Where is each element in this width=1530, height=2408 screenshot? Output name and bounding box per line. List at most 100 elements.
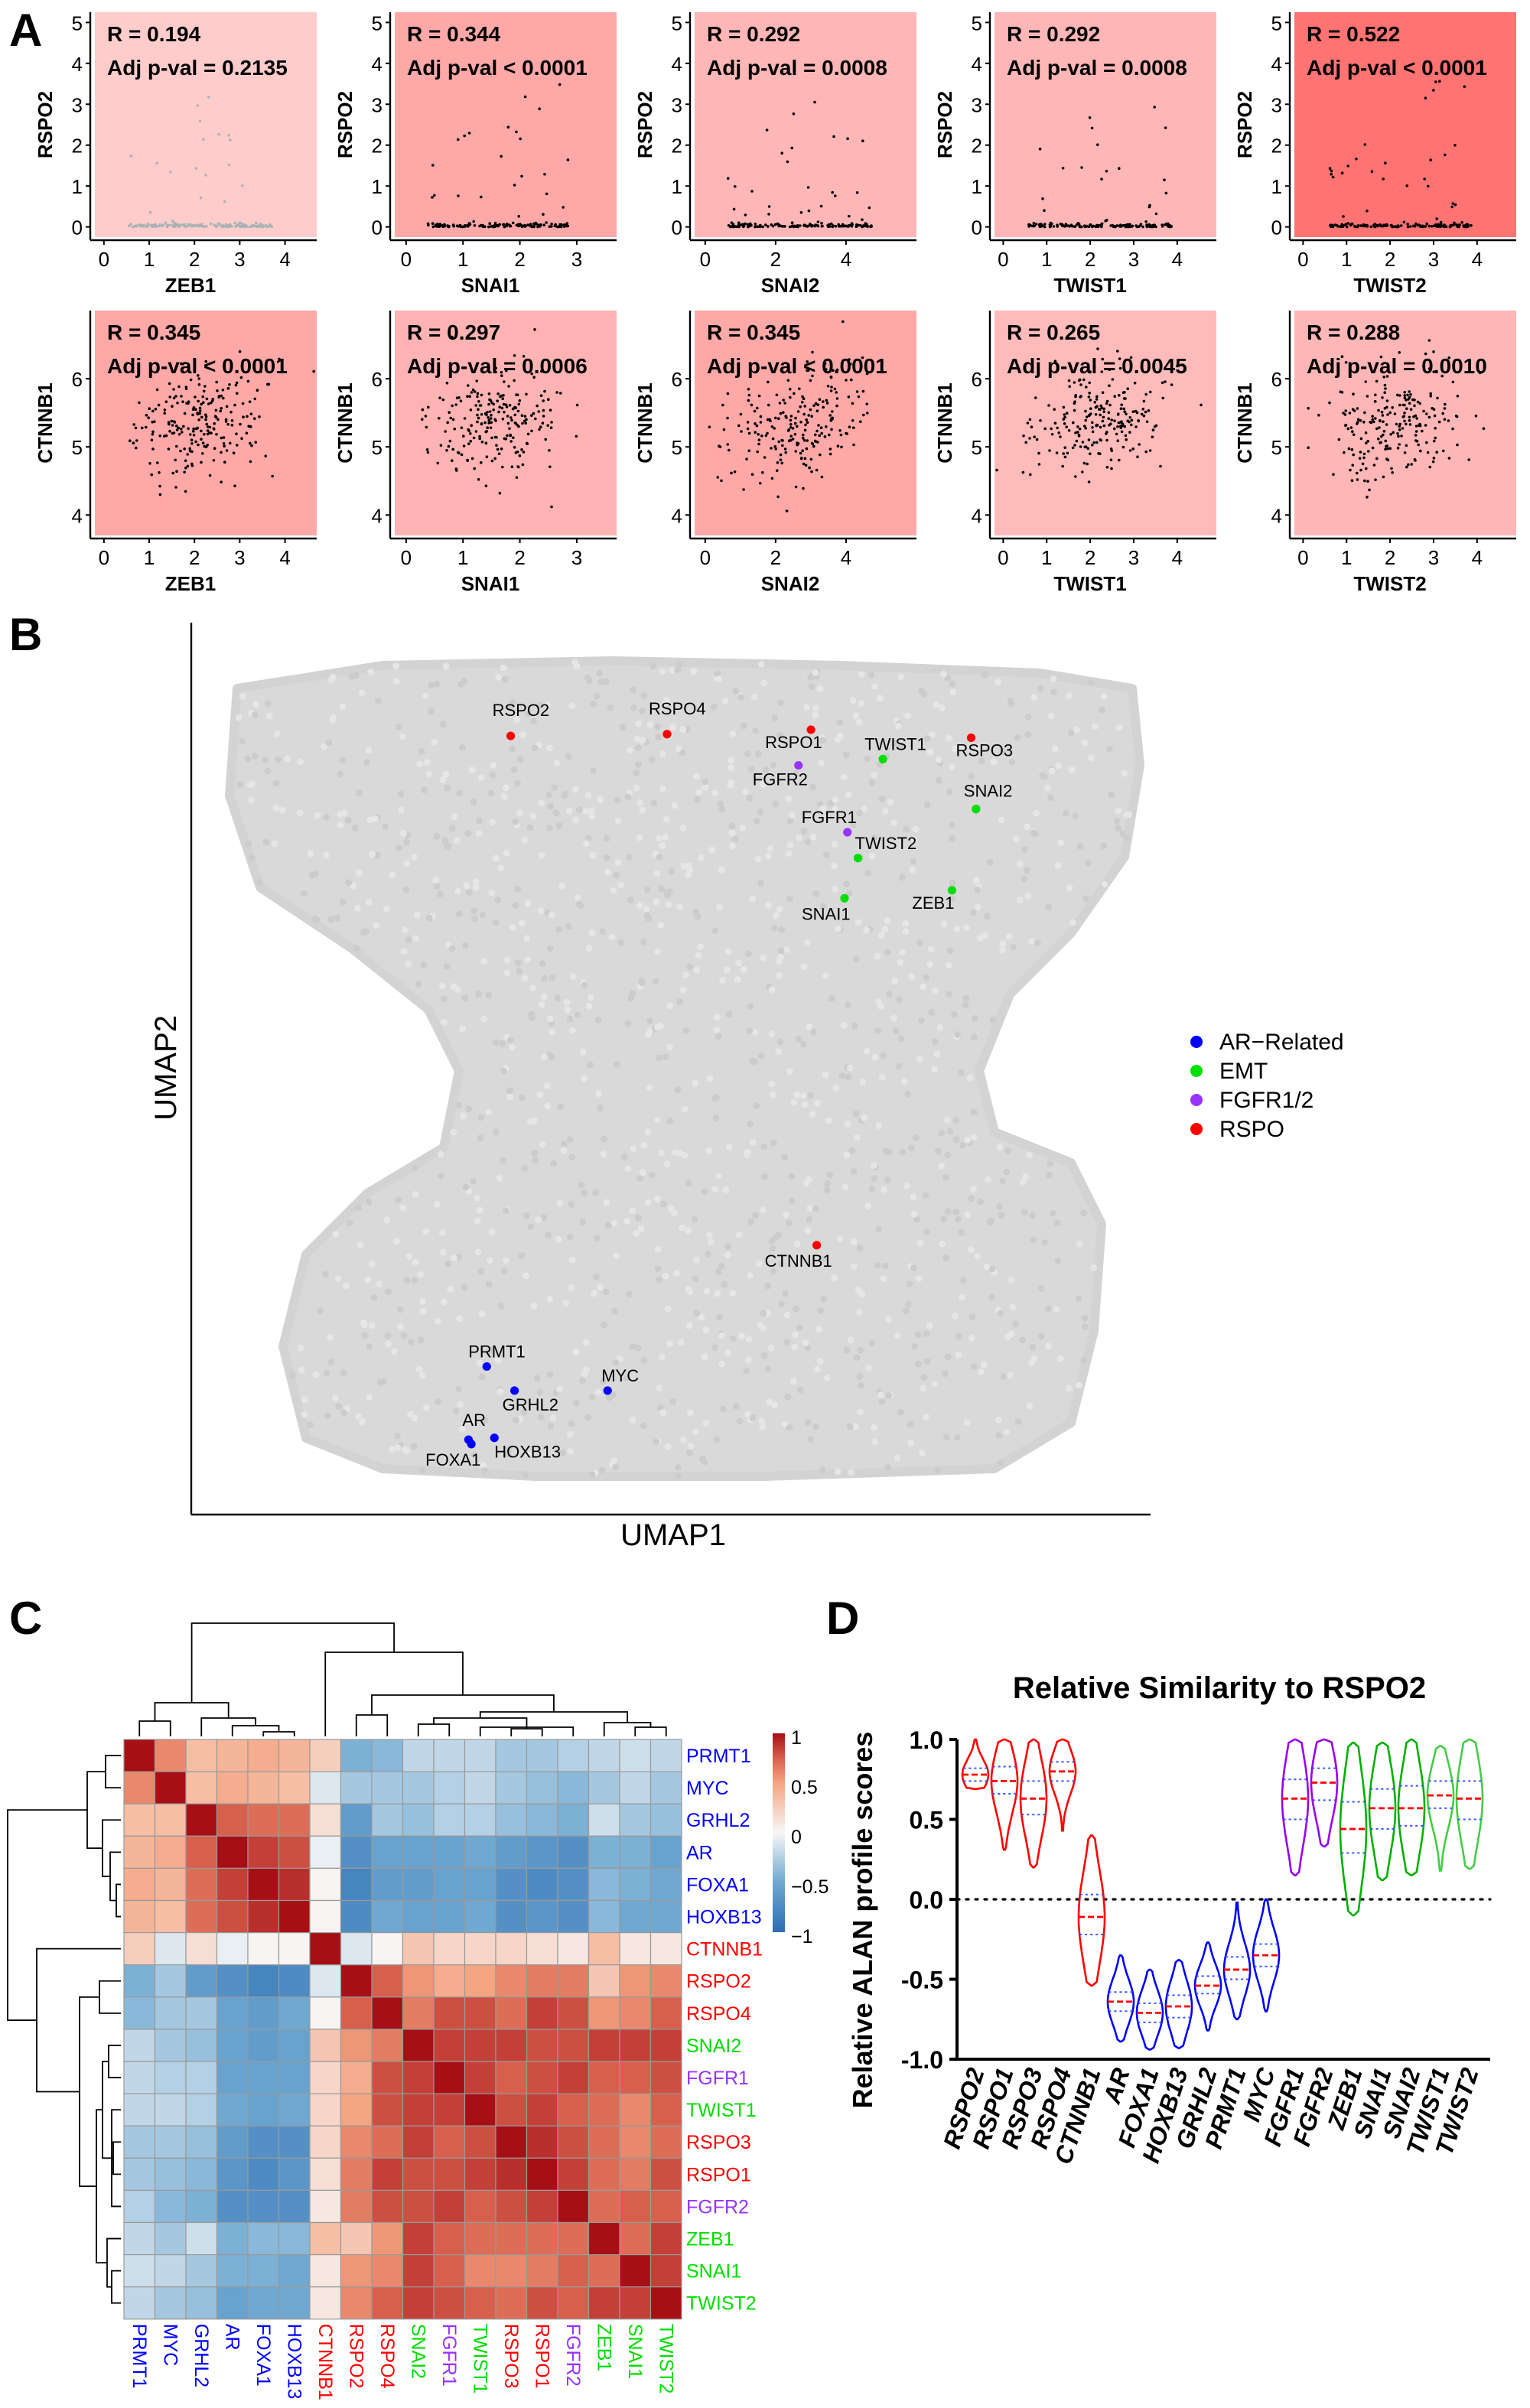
data-point xyxy=(806,360,809,363)
data-point xyxy=(805,447,809,451)
data-point xyxy=(1342,215,1345,218)
y-tick-label: 2 xyxy=(72,135,83,158)
data-point xyxy=(486,411,489,414)
umap-point xyxy=(871,1054,879,1061)
data-point xyxy=(1389,223,1393,227)
heatmap-cell xyxy=(557,1996,590,2030)
umap-point xyxy=(360,1321,368,1328)
umap-point xyxy=(414,911,421,919)
umap-point xyxy=(1009,1303,1016,1311)
data-point xyxy=(1396,432,1399,435)
data-point xyxy=(484,484,488,487)
umap-point xyxy=(759,1423,767,1430)
data-point xyxy=(1414,425,1418,428)
heatmap-cell xyxy=(340,2061,373,2094)
heatmap-cell xyxy=(464,1835,496,1869)
heatmap-cell xyxy=(340,1771,373,1804)
umap-point xyxy=(972,1015,978,1022)
data-point xyxy=(1164,223,1167,226)
umap-point xyxy=(722,1186,730,1193)
data-point xyxy=(747,449,750,452)
data-point xyxy=(1149,390,1152,394)
data-point xyxy=(1094,225,1098,228)
umap-point xyxy=(520,1409,528,1416)
data-point xyxy=(1059,435,1062,438)
umap-point xyxy=(478,1310,486,1317)
data-point xyxy=(201,452,204,455)
data-point xyxy=(477,408,480,411)
umap-point xyxy=(344,816,352,824)
data-point xyxy=(1108,384,1111,388)
umap-point xyxy=(480,1462,487,1469)
umap-point xyxy=(455,1101,463,1109)
umap-point xyxy=(842,751,850,758)
data-point xyxy=(1134,425,1138,428)
umap-point xyxy=(411,1164,418,1172)
data-point xyxy=(1067,379,1071,382)
umap-point xyxy=(384,1332,392,1339)
data-point xyxy=(802,412,806,416)
data-point xyxy=(220,436,223,440)
data-point xyxy=(1070,224,1073,228)
umap-point xyxy=(701,1353,708,1361)
plot-background xyxy=(695,12,916,237)
data-point xyxy=(780,438,783,442)
correlation-r: R = 0.522 xyxy=(1307,22,1400,46)
umap-point xyxy=(800,963,808,971)
umap-point xyxy=(448,945,456,952)
data-point xyxy=(532,376,536,379)
umap-point xyxy=(433,832,441,840)
umap-point xyxy=(929,731,936,738)
column-label: RSPO2 xyxy=(346,2324,367,2389)
umap-point xyxy=(653,1196,661,1202)
heatmap-cell xyxy=(185,1803,218,1837)
y-axis-label: RSPO2 xyxy=(34,91,57,158)
umap-point xyxy=(531,744,539,751)
umap-point xyxy=(926,961,934,968)
umap-point xyxy=(1021,875,1027,883)
data-point xyxy=(1392,431,1395,434)
data-point xyxy=(776,495,780,499)
umap-point xyxy=(848,1469,855,1476)
umap-point xyxy=(434,1201,441,1208)
data-point xyxy=(1401,427,1405,430)
umap-point xyxy=(724,1243,731,1251)
heatmap-cell xyxy=(526,1771,558,1804)
y-tick-label: 1 xyxy=(972,175,982,198)
data-point xyxy=(1406,393,1409,397)
umap-point xyxy=(596,669,603,677)
umap-point xyxy=(1073,726,1080,734)
colorbar-tick-label: 1 xyxy=(791,1727,802,1749)
x-tick-label: 0 xyxy=(401,248,412,271)
data-point xyxy=(861,389,865,393)
umap-point xyxy=(365,899,373,906)
umap-point xyxy=(327,1334,334,1341)
data-point xyxy=(524,421,527,425)
data-point xyxy=(828,225,832,228)
data-point xyxy=(183,225,187,228)
umap-point xyxy=(556,1199,564,1207)
umap-point xyxy=(640,1141,648,1149)
gene-label: RSPO1 xyxy=(765,733,822,752)
umap-point xyxy=(407,1411,414,1418)
data-point xyxy=(187,402,190,405)
data-point xyxy=(222,442,226,445)
heatmap-cell xyxy=(526,2029,558,2062)
umap-point xyxy=(777,947,785,954)
data-point xyxy=(820,475,824,479)
heatmap-cell xyxy=(371,2254,404,2288)
umap-point xyxy=(595,1090,603,1098)
data-point xyxy=(158,493,162,496)
heatmap-cell xyxy=(247,1803,280,1837)
umap-point xyxy=(806,1023,813,1030)
data-point xyxy=(1356,418,1360,421)
data-point xyxy=(238,350,242,353)
chart-title: Relative Similarity to RSPO2 xyxy=(1013,1671,1426,1705)
data-point xyxy=(1095,423,1099,427)
umap-point xyxy=(356,1241,364,1249)
heatmap-cell xyxy=(309,1835,342,1869)
data-point xyxy=(1105,402,1108,405)
data-point xyxy=(519,137,522,141)
umap-point xyxy=(963,924,970,931)
umap-point xyxy=(717,800,724,808)
